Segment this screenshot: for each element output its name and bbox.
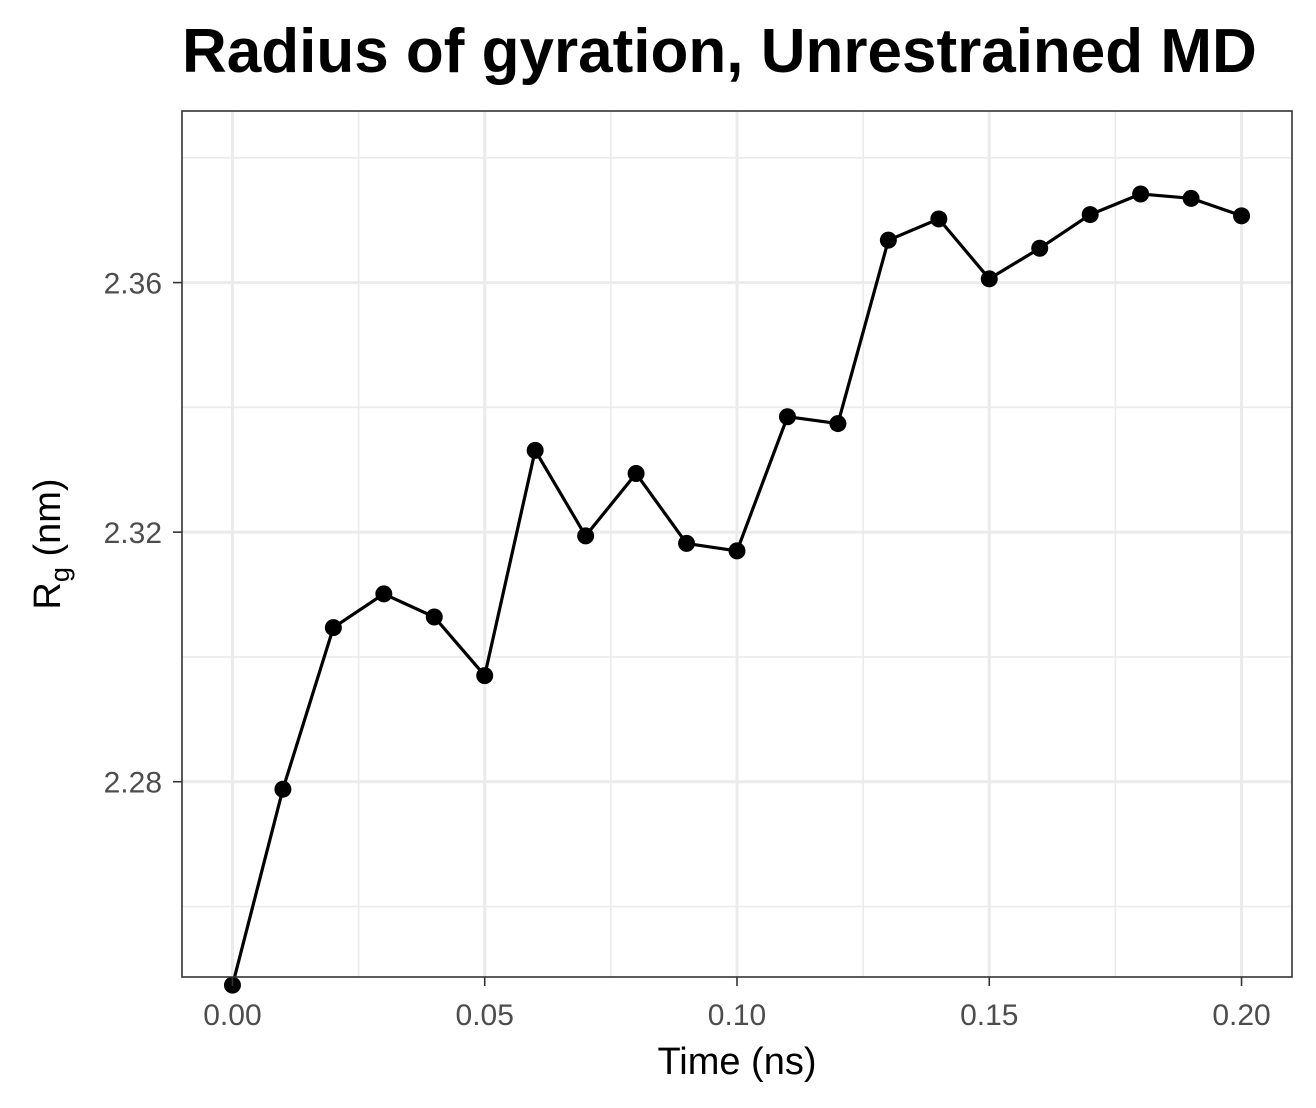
- data-point: [324, 619, 342, 637]
- data-point: [930, 210, 948, 228]
- x-axis-title: Time (ns): [657, 1041, 816, 1083]
- y-tick-label: 2.28: [104, 767, 162, 800]
- data-point: [274, 780, 292, 798]
- x-tick-label: 0.05: [456, 999, 514, 1032]
- x-tick-label: 0.00: [203, 999, 261, 1032]
- y-tick-label: 2.32: [104, 517, 162, 550]
- y-axis-title: Rg (nm): [27, 478, 75, 609]
- y-tick-label: 2.36: [104, 268, 162, 301]
- data-point: [476, 667, 494, 685]
- data-point: [829, 415, 847, 433]
- data-point: [879, 231, 897, 249]
- data-point: [526, 441, 544, 459]
- x-tick-label: 0.10: [708, 999, 766, 1032]
- data-point: [778, 408, 796, 426]
- y-axis-title-subscript: g: [45, 567, 75, 582]
- data-point: [728, 542, 746, 560]
- data-point: [980, 270, 998, 288]
- data-point: [627, 464, 645, 482]
- chart-title: Radius of gyration, Unrestrained MD: [182, 17, 1257, 86]
- data-point: [375, 585, 393, 603]
- data-point: [425, 608, 443, 626]
- data-point: [1182, 189, 1200, 207]
- y-axis-title-main: R: [27, 582, 69, 609]
- data-point: [1233, 207, 1251, 225]
- y-axis: 2.28 2.32 2.36: [104, 268, 182, 800]
- data-point: [1132, 185, 1150, 203]
- data-point: [1031, 239, 1049, 257]
- data-point: [1081, 206, 1099, 224]
- x-tick-label: 0.20: [1212, 999, 1270, 1032]
- series-layer: [223, 185, 1251, 994]
- y-axis-title-suffix: (nm): [27, 478, 69, 567]
- data-point: [577, 527, 595, 545]
- x-tick-label: 0.15: [960, 999, 1018, 1032]
- data-point: [678, 534, 696, 552]
- x-axis: 0.00 0.05 0.10 0.15 0.20: [203, 977, 1271, 1032]
